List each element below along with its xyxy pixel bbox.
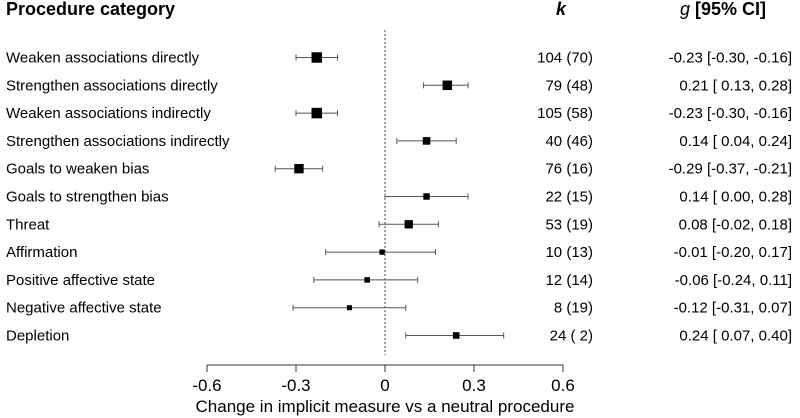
row-effect-ci: 0.24 [ 0.07, 0.40] <box>679 328 792 345</box>
row-k-value: 40 (46) <box>545 133 593 150</box>
row-effect-ci: 0.14 [ 0.04, 0.24] <box>679 133 792 150</box>
forest-row: Strengthen associations indirectly 40 (46… <box>6 133 792 150</box>
point-estimate <box>404 220 413 229</box>
row-effect-ci: -0.06 [-0.24, 0.11] <box>675 272 792 289</box>
point-estimate <box>379 249 385 255</box>
forest-row: Negative affective state 8 (19) -0.12 [-0.… <box>6 300 792 317</box>
row-label: Strengthen associations indirectly <box>6 133 230 150</box>
row-k-value: 12 (14) <box>545 272 593 289</box>
point-estimate <box>423 193 430 200</box>
row-k-value: 53 (19) <box>545 216 593 233</box>
row-effect-ci: 0.21 [ 0.13, 0.28] <box>679 77 792 94</box>
row-effect-ci: -0.29 [-0.37, -0.21] <box>669 161 792 178</box>
row-label: Positive affective state <box>6 272 155 289</box>
row-k-value: 76 (16) <box>545 161 593 178</box>
header-g-ci: g [95% CI] <box>680 0 766 19</box>
row-label: Negative affective state <box>6 300 162 317</box>
header-ci: [95% CI] <box>690 0 766 19</box>
forest-row: Positive affective state 12 (14) -0.06 [-0… <box>6 272 792 289</box>
forest-row: Goals to weaken bias 76 (16) -0.29 [-0.37,… <box>6 161 792 178</box>
row-label: Goals to strengthen bias <box>6 189 169 206</box>
forest-row: Goals to strengthen bias 22 (15) 0.14 [ 0.… <box>6 189 792 206</box>
x-axis: -0.6 -0.3 0 0.3 0.6 <box>192 364 575 395</box>
row-effect-ci: -0.12 [-0.31, 0.07] <box>674 300 792 317</box>
row-effect-ci: -0.23 [-0.30, -0.16] <box>669 105 792 122</box>
row-label: Weaken associations directly <box>6 50 200 67</box>
row-k-value: 79 (48) <box>545 77 593 94</box>
point-estimate <box>311 52 322 63</box>
x-tick-label: 0 <box>380 376 389 395</box>
row-label: Depletion <box>6 328 69 345</box>
row-label: Strengthen associations directly <box>6 77 218 94</box>
header-k: k <box>556 0 567 19</box>
header-g-symbol: g <box>680 0 690 19</box>
forest-row: Affirmation 10 (13) -0.01 [-0.20, 0.17] <box>6 244 792 261</box>
row-label: Threat <box>6 216 50 233</box>
row-k-value: 105 (58) <box>537 105 593 122</box>
forest-row: Strengthen associations directly 79 (48) 0… <box>6 77 792 94</box>
point-estimate <box>346 305 352 311</box>
forest-row: Threat 53 (19) 0.08 [-0.02, 0.18] <box>6 216 792 233</box>
point-estimate <box>294 164 304 174</box>
x-tick-label: -0.6 <box>192 376 221 395</box>
forest-rows: Weaken associations directly 104 (70) -0.2… <box>6 50 792 345</box>
column-headers: Procedure category k g [95% CI] <box>6 0 766 19</box>
forest-row: Weaken associations indirectly 105 (58) -0… <box>6 105 792 122</box>
row-k-value: 104 (70) <box>537 50 593 67</box>
x-axis-label: Change in implicit measure vs a neutral … <box>196 397 575 416</box>
row-effect-ci: 0.08 [-0.02, 0.18] <box>679 216 792 233</box>
x-tick-label: 0.6 <box>551 376 575 395</box>
row-k-value: 24 ( 2) <box>550 328 593 345</box>
point-estimate <box>442 80 453 91</box>
header-procedure-category: Procedure category <box>6 0 175 19</box>
x-tick-label: -0.3 <box>281 376 310 395</box>
point-estimate <box>311 107 323 119</box>
forest-row: Depletion 24 ( 2) 0.24 [ 0.07, 0.40] <box>6 328 792 345</box>
row-effect-ci: -0.01 [-0.20, 0.17] <box>674 244 792 261</box>
forest-row: Weaken associations directly 104 (70) -0.2… <box>6 50 792 67</box>
row-k-value: 8 (19) <box>554 300 593 317</box>
row-k-value: 22 (15) <box>545 189 593 206</box>
point-estimate <box>422 137 431 145</box>
row-label: Goals to weaken bias <box>6 161 149 178</box>
row-effect-ci: -0.23 [-0.30, -0.16] <box>669 50 792 67</box>
row-label: Weaken associations indirectly <box>6 105 211 122</box>
row-k-value: 10 (13) <box>545 244 593 261</box>
row-effect-ci: 0.14 [ 0.00, 0.28] <box>679 189 792 206</box>
x-tick-label: 0.3 <box>462 376 486 395</box>
row-label: Affirmation <box>6 244 77 261</box>
point-estimate <box>452 332 460 339</box>
point-estimate <box>364 277 370 283</box>
